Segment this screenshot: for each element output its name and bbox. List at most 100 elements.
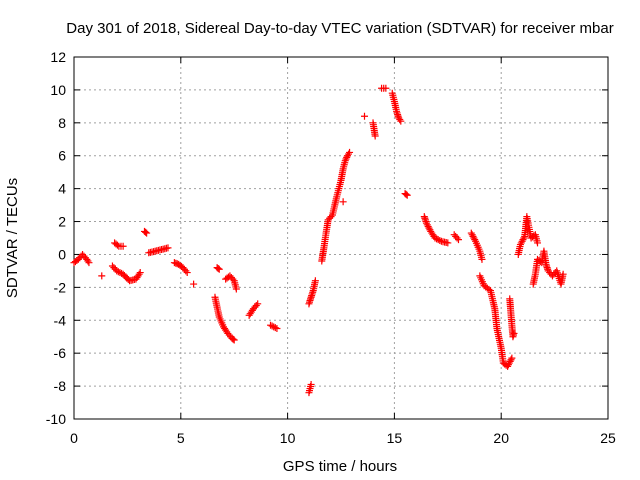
x-tick-label: 0 — [70, 430, 78, 446]
data-point — [84, 257, 92, 265]
data-point — [504, 361, 512, 369]
y-tick-label: 8 — [58, 115, 66, 131]
data-point — [252, 301, 260, 309]
y-tick-label: 0 — [58, 246, 66, 262]
data-point — [164, 244, 172, 252]
data-point — [478, 255, 486, 263]
y-tick-label: 4 — [58, 181, 66, 197]
data-point — [229, 275, 237, 283]
data-point — [342, 155, 350, 163]
data-point — [425, 224, 433, 232]
data-point — [403, 191, 411, 199]
data-point — [559, 270, 567, 278]
data-point — [519, 236, 527, 244]
data-point — [436, 236, 444, 244]
data-point — [271, 324, 279, 332]
data-point — [518, 237, 526, 245]
data-point — [136, 269, 144, 277]
x-tick-label: 20 — [493, 430, 509, 446]
x-tick-label: 5 — [177, 430, 185, 446]
data-point — [254, 300, 262, 308]
data-point — [371, 132, 379, 140]
y-tick-label: -4 — [54, 312, 67, 328]
data-point — [85, 259, 93, 267]
x-tick-label: 10 — [280, 430, 296, 446]
data-point — [307, 380, 315, 388]
data-point — [113, 241, 121, 249]
y-axis-label: SDTVAR / TECUs — [4, 178, 21, 298]
data-point — [98, 272, 106, 280]
y-tick-label: 2 — [58, 214, 66, 230]
data-point — [327, 213, 335, 221]
y-tick-label: -8 — [54, 378, 67, 394]
y-tick-label: -2 — [54, 279, 67, 295]
data-point — [467, 229, 475, 237]
y-tick-label: 12 — [50, 49, 66, 65]
data-point — [444, 239, 452, 247]
data-point — [143, 229, 151, 237]
data-point — [508, 354, 516, 362]
data-point — [470, 234, 478, 242]
data-point — [471, 236, 479, 244]
data-point — [113, 267, 121, 275]
data-point — [229, 335, 237, 343]
data-point — [215, 265, 223, 273]
data-point — [270, 323, 278, 331]
x-axis-label: GPS time / hours — [283, 458, 397, 475]
data-point — [469, 232, 477, 240]
data-point — [424, 222, 432, 230]
data-point — [182, 267, 190, 275]
data-point — [468, 231, 476, 239]
data-point — [504, 362, 512, 370]
data-point — [505, 359, 513, 367]
data-point — [397, 117, 405, 125]
data-point — [396, 116, 404, 124]
data-point — [190, 280, 198, 288]
data-point — [339, 198, 347, 206]
data-point — [119, 242, 127, 250]
axis-ticks: 0 5 10 15 20 25 -10 -8 -6 -4 -2 0 2 4 6 8 10 12 — [46, 49, 616, 446]
data-point — [423, 221, 431, 229]
data-point — [135, 270, 143, 278]
data-point — [232, 285, 240, 293]
data-point — [520, 234, 528, 242]
data-point — [402, 190, 410, 198]
grid-lines — [74, 57, 608, 419]
data-point — [360, 112, 368, 120]
data-point — [516, 241, 524, 249]
data-point — [346, 148, 354, 156]
data-point — [267, 321, 275, 329]
data-point — [510, 329, 518, 337]
data-point — [273, 325, 281, 332]
data-point — [431, 234, 439, 242]
data-point — [453, 234, 461, 242]
data-point — [434, 236, 442, 244]
plot-frame — [73, 56, 609, 420]
data-points — [70, 84, 567, 397]
data-point — [433, 235, 441, 243]
data-point — [382, 84, 390, 92]
y-tick-label: 6 — [58, 148, 66, 164]
data-point — [268, 322, 276, 330]
data-point — [311, 277, 319, 285]
data-point — [230, 336, 238, 344]
data-point — [506, 357, 514, 365]
data-point — [341, 157, 349, 165]
x-tick-label: 15 — [387, 430, 403, 446]
data-point — [517, 239, 525, 247]
data-point — [454, 236, 462, 244]
data-point — [507, 356, 515, 364]
y-tick-label: -10 — [46, 411, 66, 427]
data-point — [344, 150, 352, 158]
data-point — [534, 239, 542, 247]
data-point — [422, 219, 430, 227]
chart-title: Day 301 of 2018, Sidereal Day-to-day VTE… — [66, 20, 613, 37]
y-tick-label: -6 — [54, 345, 67, 361]
data-point — [214, 264, 222, 272]
y-tick-label: 10 — [50, 82, 66, 98]
data-point — [116, 269, 124, 277]
data-point — [142, 228, 150, 236]
x-tick-label: 25 — [600, 430, 616, 446]
data-point — [114, 268, 122, 276]
